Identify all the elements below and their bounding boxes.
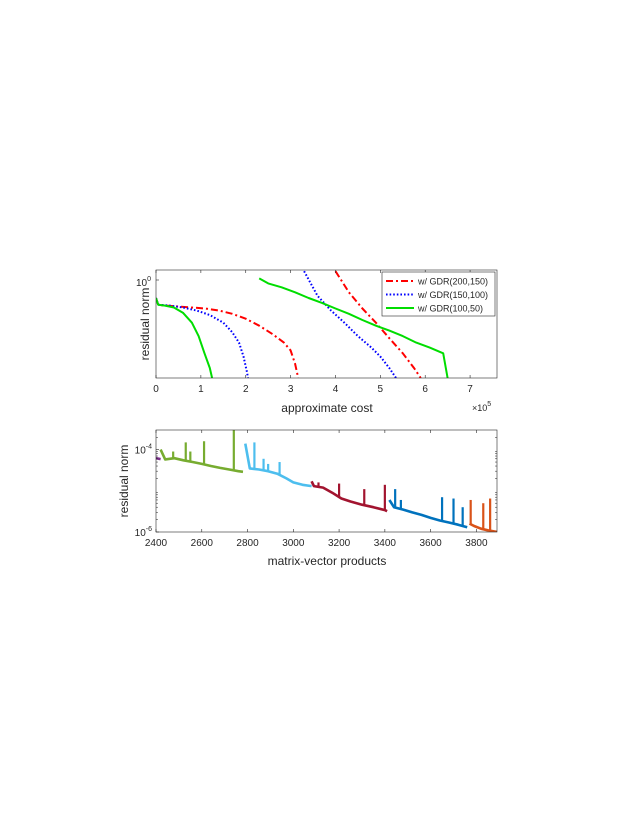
bottom-x-axis-label: matrix-vector products (268, 554, 387, 568)
top-x-tick-label-6: 6 (422, 384, 428, 395)
top-series-2-segment-0 (156, 297, 214, 378)
bottom-y-tick-mantissa-1: 10 (135, 528, 147, 539)
top-y-tick-label: 100 (136, 276, 151, 289)
top-x-tick-label-7: 7 (467, 384, 473, 395)
top-series-layer (156, 270, 449, 378)
legend-label-1: w/ GDR(150,100) (417, 290, 488, 300)
bottom-y-tick-mantissa-0: 10 (135, 446, 147, 457)
top-x-tick-label-5: 5 (378, 384, 384, 395)
top-x-tick-label-4: 4 (333, 384, 339, 395)
bottom-x-tick-label-5: 3400 (374, 538, 397, 549)
bottom-series-layer (156, 430, 497, 532)
bottom-x-ticks: 2400 2600 2800 3000 3200 3400 3600 3800 (145, 430, 488, 549)
top-legend: w/ GDR(200,150) w/ GDR(150,100) w/ GDR(100… (381, 271, 496, 317)
bottom-x-tick-label-3: 3000 (282, 538, 305, 549)
bottom-x-tick-label-6: 3600 (420, 538, 443, 549)
legend-label-0: w/ GDR(200,150) (417, 277, 488, 287)
top-x-exponent-power: 5 (487, 401, 491, 408)
top-x-ticks: 0 1 2 3 4 5 6 7 (153, 270, 473, 395)
bottom-series-3 (310, 480, 388, 513)
top-y-axis-label: residual norm (138, 288, 152, 361)
bottom-series-5 (468, 522, 497, 532)
top-x-tick-label-3: 3 (288, 384, 294, 395)
top-x-exponent-base: ×10 (472, 403, 487, 413)
bottom-plot-area (156, 430, 497, 532)
top-x-axis-label: approximate cost (281, 401, 373, 415)
top-axes-box (155, 269, 498, 379)
bottom-x-tick-label-7: 3800 (465, 538, 488, 549)
bottom-x-tick-label-0: 2400 (145, 538, 168, 549)
bottom-series-0 (156, 456, 161, 461)
bottom-x-tick-label-2: 2800 (236, 538, 259, 549)
top-series-2-segment-1 (258, 277, 449, 378)
legend-label-2: w/ GDR(100,50) (417, 304, 483, 314)
bottom-y-ticks: 10-410-6 (135, 437, 497, 539)
bottom-y-tick-label-0: 10-4 (135, 444, 152, 457)
bottom-y-axis-label: residual norm (117, 445, 131, 518)
top-y-tick-mantissa: 10 (136, 278, 148, 289)
bottom-x-tick-label-1: 2600 (191, 538, 214, 549)
chart-bottom: 2400 2600 2800 3000 3200 3400 3600 3800 10-410-… (117, 429, 498, 568)
bottom-axes-box (155, 429, 498, 533)
top-series-0-segment-1 (334, 270, 422, 378)
top-x-tick-label-0: 0 (153, 384, 159, 395)
legend-entries: w/ GDR(200,150) w/ GDR(150,100) w/ GDR(100… (386, 277, 488, 314)
bottom-x-tick-label-4: 3200 (328, 538, 351, 549)
top-x-tick-label-1: 1 (198, 384, 204, 395)
top-x-tick-label-2: 2 (243, 384, 249, 395)
bottom-y-tick-exponent-0: -4 (146, 444, 152, 451)
bottom-series-1 (159, 449, 244, 474)
top-x-exponent: ×105 (472, 401, 491, 413)
top-y-tick-exponent: 0 (147, 276, 151, 283)
bottom-y-tick-exponent-1: -6 (146, 526, 152, 533)
bottom-series-2 (244, 443, 312, 488)
bottom-y-tick-label-1: 10-6 (135, 526, 152, 539)
